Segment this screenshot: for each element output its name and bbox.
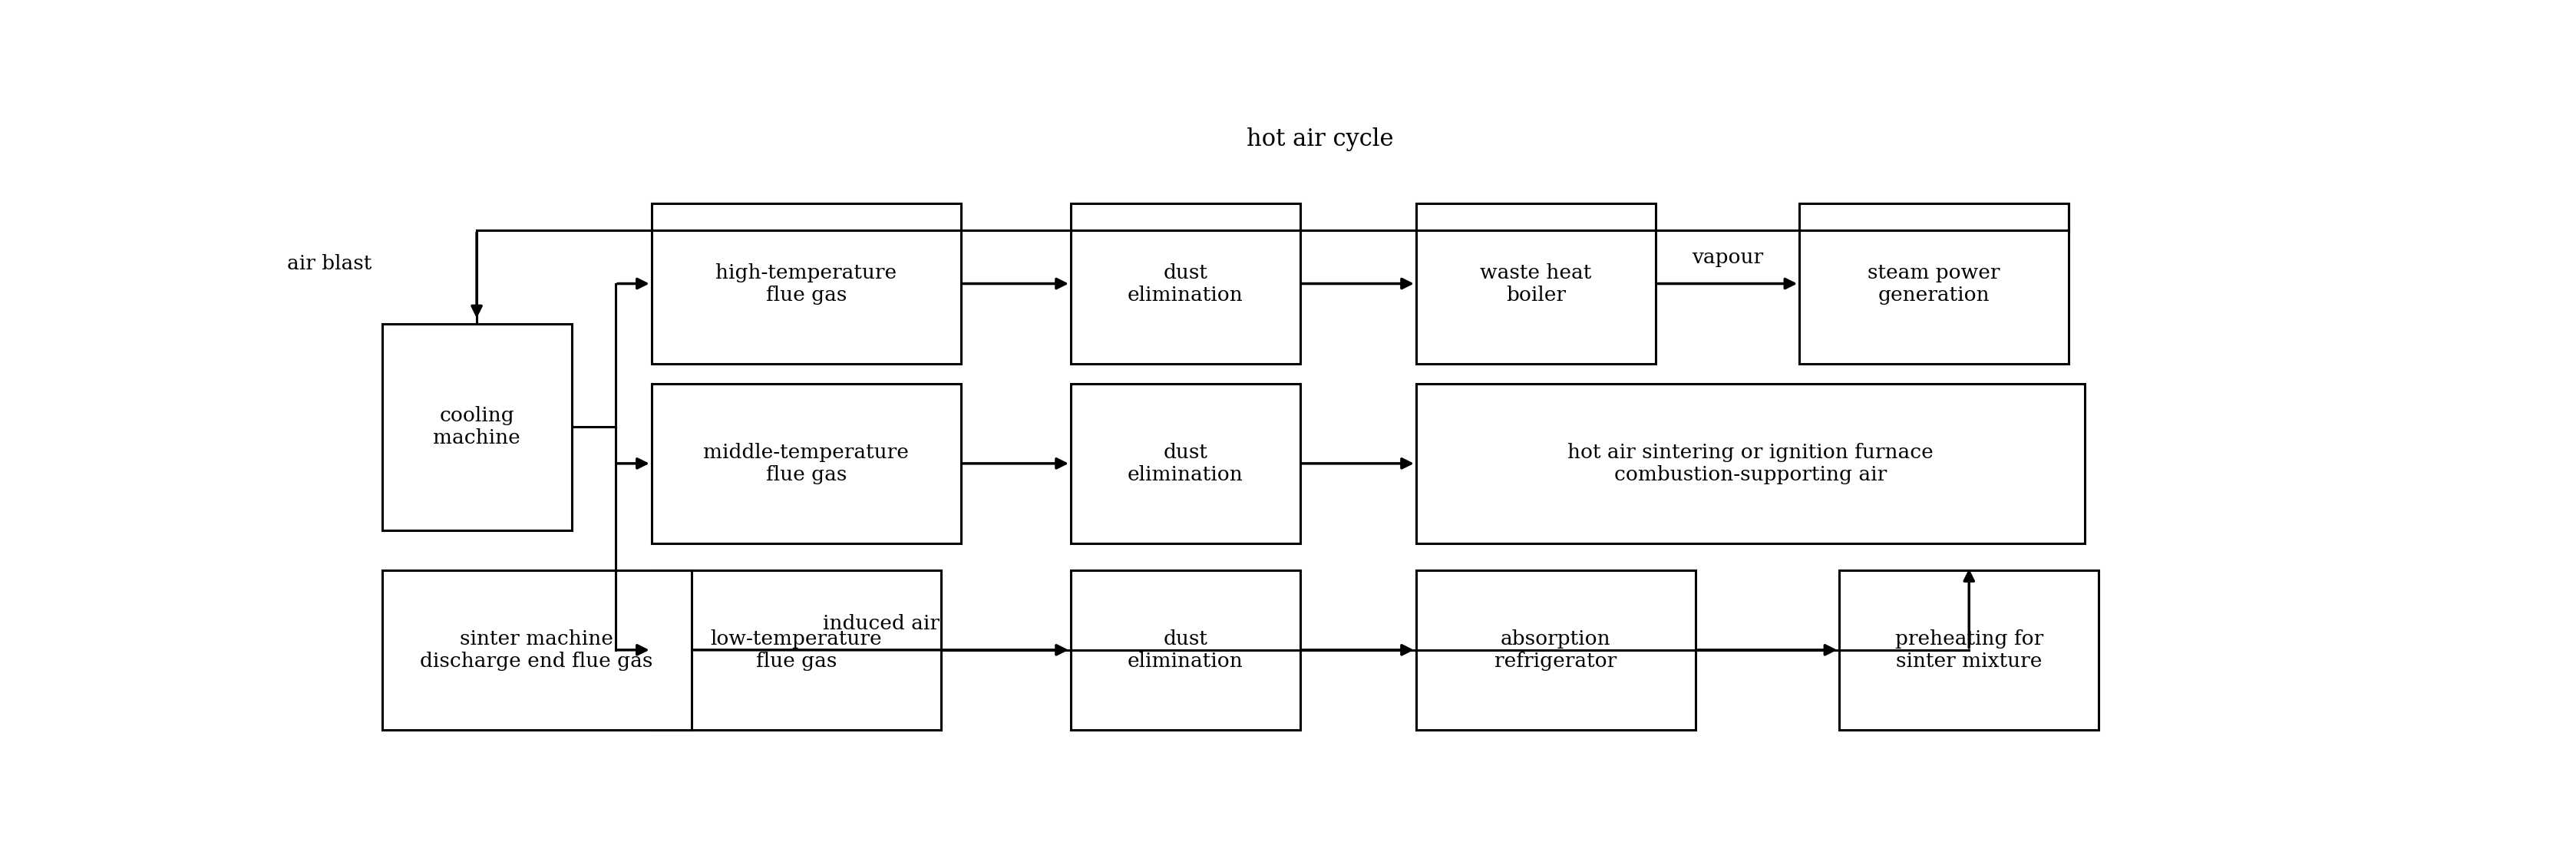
- Text: absorption
refrigerator: absorption refrigerator: [1494, 629, 1618, 670]
- Text: hot air sintering or ignition furnace
combustion-supporting air: hot air sintering or ignition furnace co…: [1566, 443, 1935, 484]
- Text: cooling
machine: cooling machine: [433, 406, 520, 447]
- FancyBboxPatch shape: [381, 570, 690, 730]
- Text: dust
elimination: dust elimination: [1128, 629, 1244, 670]
- FancyBboxPatch shape: [1417, 383, 2084, 543]
- Text: low-temperature
flue gas: low-temperature flue gas: [711, 629, 881, 670]
- Text: induced air: induced air: [822, 614, 940, 633]
- Text: dust
elimination: dust elimination: [1128, 443, 1244, 484]
- FancyBboxPatch shape: [1072, 383, 1301, 543]
- Text: hot air cycle: hot air cycle: [1247, 127, 1394, 151]
- FancyBboxPatch shape: [652, 203, 961, 363]
- Text: middle-temperature
flue gas: middle-temperature flue gas: [703, 443, 909, 484]
- Text: dust
elimination: dust elimination: [1128, 263, 1244, 304]
- FancyBboxPatch shape: [381, 324, 572, 530]
- FancyBboxPatch shape: [1072, 570, 1301, 730]
- FancyBboxPatch shape: [1839, 570, 2099, 730]
- FancyBboxPatch shape: [652, 570, 940, 730]
- Text: waste heat
boiler: waste heat boiler: [1481, 263, 1592, 304]
- Text: sinter machine
discharge end flue gas: sinter machine discharge end flue gas: [420, 629, 654, 670]
- FancyBboxPatch shape: [1072, 203, 1301, 363]
- Text: vapour: vapour: [1692, 247, 1762, 267]
- FancyBboxPatch shape: [1417, 570, 1695, 730]
- Text: steam power
generation: steam power generation: [1868, 263, 2002, 304]
- Text: high-temperature
flue gas: high-temperature flue gas: [716, 263, 896, 304]
- FancyBboxPatch shape: [1798, 203, 2069, 363]
- Text: preheating for
sinter mixture: preheating for sinter mixture: [1896, 629, 2043, 670]
- FancyBboxPatch shape: [1417, 203, 1656, 363]
- Text: air blast: air blast: [289, 254, 371, 273]
- FancyBboxPatch shape: [652, 383, 961, 543]
